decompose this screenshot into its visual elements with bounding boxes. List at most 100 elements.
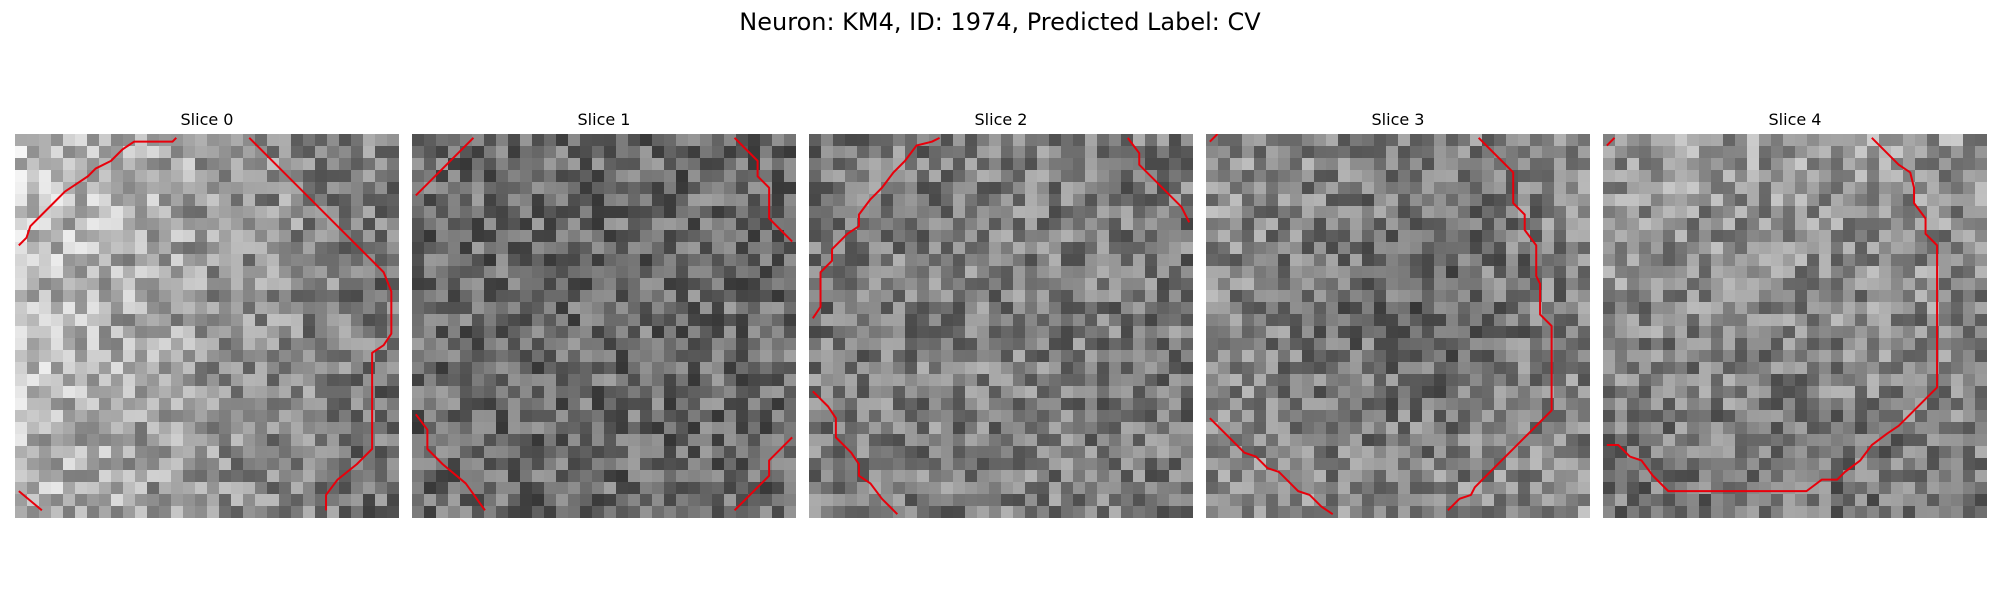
pixel (1254, 206, 1267, 219)
pixel (51, 494, 64, 507)
pixel (1458, 230, 1471, 243)
pixel (1759, 290, 1772, 303)
pixel (1735, 314, 1748, 327)
pixel (652, 398, 665, 411)
pixel (99, 290, 112, 303)
pixel (39, 182, 52, 195)
pixel (484, 206, 497, 219)
pixel (881, 170, 894, 183)
pixel (532, 302, 545, 315)
pixel (1723, 350, 1736, 363)
pixel (1879, 278, 1892, 291)
pixel (1278, 422, 1291, 435)
pixel (1530, 398, 1543, 411)
pixel (219, 146, 232, 159)
pixel (664, 362, 677, 375)
pixel (857, 290, 870, 303)
pixel (1121, 302, 1134, 315)
pixel (1362, 266, 1375, 279)
pixel (1831, 218, 1844, 231)
pixel (989, 350, 1002, 363)
pixel (917, 374, 930, 387)
pixel (1867, 326, 1880, 339)
pixel (255, 374, 268, 387)
pixel (833, 170, 846, 183)
pixel (532, 422, 545, 435)
pixel (977, 182, 990, 195)
pixel (267, 374, 280, 387)
pixel (1879, 374, 1892, 387)
pixel (1362, 458, 1375, 471)
pixel (363, 206, 376, 219)
pixel (604, 158, 617, 171)
pixel (1001, 338, 1014, 351)
pixel (327, 254, 340, 267)
pixel (207, 242, 220, 255)
pixel (1037, 314, 1050, 327)
pixel (1025, 398, 1038, 411)
pixel (616, 326, 629, 339)
pixel (147, 230, 160, 243)
pixel (231, 494, 244, 507)
pixel (412, 422, 425, 435)
pixel (279, 206, 292, 219)
pixel (640, 338, 653, 351)
pixel (881, 206, 894, 219)
pixel (135, 494, 148, 507)
pixel (833, 350, 846, 363)
pixel (1711, 290, 1724, 303)
pixel (135, 446, 148, 459)
pixel (448, 254, 461, 267)
pixel (929, 470, 942, 483)
pixel (484, 338, 497, 351)
pixel (1783, 290, 1796, 303)
pixel (1699, 278, 1712, 291)
pixel (664, 170, 677, 183)
pixel (1735, 146, 1748, 159)
pixel (965, 170, 978, 183)
pixel (1278, 458, 1291, 471)
pixel (363, 254, 376, 267)
pixel (1386, 434, 1399, 447)
pixel (652, 446, 665, 459)
pixel (1735, 218, 1748, 231)
pixel (508, 242, 521, 255)
pixel (580, 398, 593, 411)
pixel (1133, 386, 1146, 399)
pixel (1723, 434, 1736, 447)
slice-panel-4: Slice 4 (1603, 108, 1987, 518)
pixel (243, 446, 256, 459)
pixel (1819, 326, 1832, 339)
pixel (1566, 350, 1579, 363)
pixel (1254, 410, 1267, 423)
pixel (387, 374, 399, 387)
pixel (195, 266, 208, 279)
pixel (809, 194, 822, 207)
pixel (688, 290, 701, 303)
pixel (460, 398, 473, 411)
pixel (1951, 170, 1964, 183)
pixel (869, 290, 882, 303)
pixel (1687, 362, 1700, 375)
pixel (1314, 158, 1327, 171)
pixel (821, 278, 834, 291)
pixel (1410, 410, 1423, 423)
pixel (520, 350, 533, 363)
pixel (1230, 482, 1243, 495)
pixel (953, 434, 966, 447)
pixel (1061, 182, 1074, 195)
pixel (291, 362, 304, 375)
pixel (1747, 266, 1760, 279)
pixel (1386, 446, 1399, 459)
pixel (424, 218, 437, 231)
pixel (1446, 422, 1459, 435)
pixel (1530, 206, 1543, 219)
pixel (448, 422, 461, 435)
pixel (1230, 266, 1243, 279)
pixel (1542, 290, 1555, 303)
pixel (1097, 362, 1110, 375)
pixel (1747, 146, 1760, 159)
pixel (1206, 314, 1219, 327)
pixel (315, 158, 328, 171)
pixel (1073, 482, 1086, 495)
